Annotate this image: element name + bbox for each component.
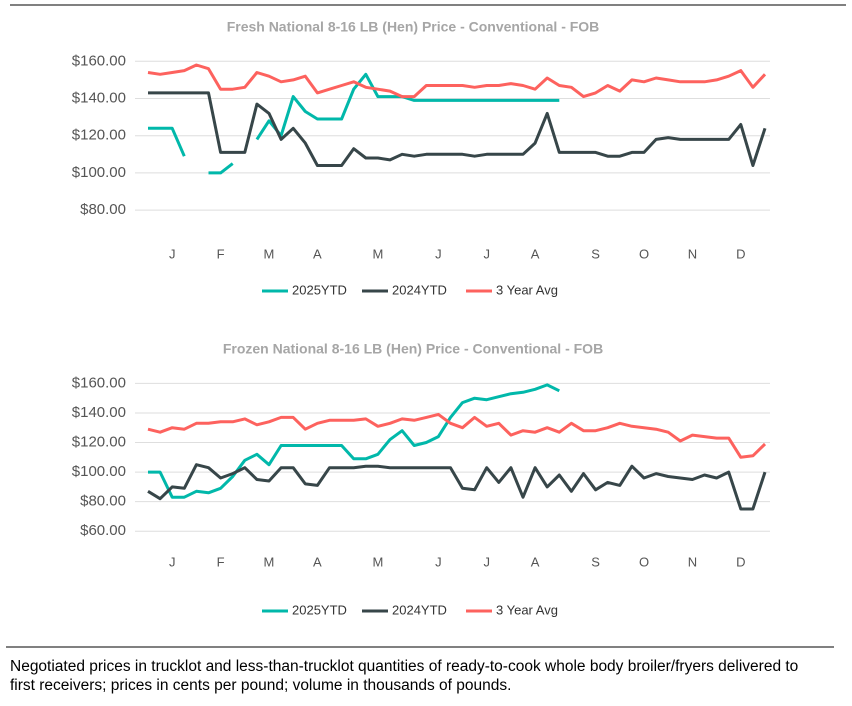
x-tick-label: J — [435, 246, 442, 261]
x-tick-label: M — [372, 554, 383, 569]
x-tick-label: J — [169, 246, 176, 261]
y-tick-label: $60.00 — [80, 522, 126, 539]
x-tick-label: A — [531, 554, 540, 569]
chart-title: Fresh National 8-16 LB (Hen) Price - Con… — [227, 19, 600, 35]
x-tick-label: F — [217, 246, 225, 261]
legend-label: 2024YTD — [392, 602, 447, 617]
x-tick-label: N — [688, 246, 697, 261]
y-tick-label: $160.00 — [72, 374, 126, 391]
x-tick-label: J — [169, 554, 176, 569]
y-tick-label: $100.00 — [72, 463, 126, 480]
legend-label: 2025YTD — [292, 282, 347, 297]
series-line — [148, 91, 767, 167]
legend-label: 2025YTD — [292, 602, 347, 617]
x-tick-label: A — [313, 554, 322, 569]
y-tick-label: $120.00 — [72, 433, 126, 450]
y-tick-label: $80.00 — [80, 493, 126, 510]
legend-label: 3 Year Avg — [496, 282, 558, 297]
x-tick-label: S — [591, 554, 600, 569]
x-tick-label: J — [483, 246, 490, 261]
x-tick-label: O — [639, 246, 649, 261]
series-line — [147, 412, 767, 459]
x-tick-label: S — [591, 246, 600, 261]
x-tick-label: M — [264, 246, 275, 261]
series-line — [148, 383, 560, 499]
x-tick-label: J — [483, 554, 490, 569]
x-tick-label: F — [217, 554, 225, 569]
legend-label: 3 Year Avg — [496, 602, 558, 617]
x-tick-label: D — [736, 246, 745, 261]
x-tick-label: A — [313, 246, 322, 261]
footnote: Negotiated prices in trucklot and less-t… — [10, 658, 799, 694]
x-tick-label: A — [531, 246, 540, 261]
x-tick-label: J — [435, 554, 442, 569]
x-tick-label: M — [264, 554, 275, 569]
y-tick-label: $140.00 — [72, 404, 126, 421]
x-tick-label: D — [736, 554, 745, 569]
legend-label: 2024YTD — [392, 282, 447, 297]
chart-title: Frozen National 8-16 LB (Hen) Price - Co… — [223, 341, 603, 357]
y-tick-label: $140.00 — [72, 89, 126, 106]
series-line — [148, 72, 560, 175]
y-tick-label: $80.00 — [80, 201, 126, 218]
x-tick-label: N — [688, 554, 697, 569]
x-tick-label: M — [372, 246, 383, 261]
y-tick-label: $160.00 — [72, 52, 126, 69]
series-line — [147, 463, 767, 511]
series-line — [147, 63, 767, 99]
y-tick-label: $100.00 — [72, 164, 126, 181]
x-tick-label: O — [639, 554, 649, 569]
y-tick-label: $120.00 — [72, 127, 126, 144]
